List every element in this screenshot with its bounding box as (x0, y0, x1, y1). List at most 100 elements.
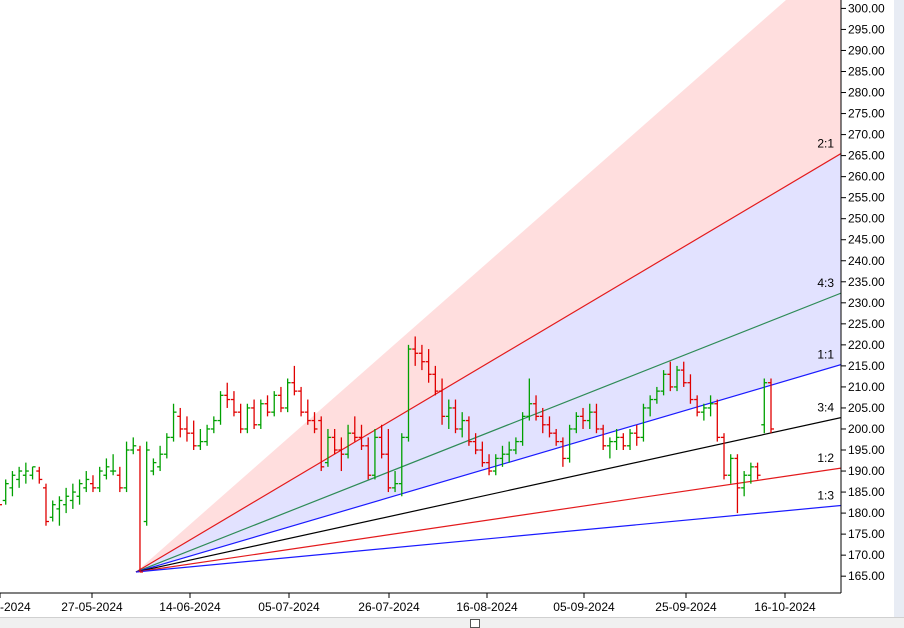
ohlc-bar (42, 483, 49, 526)
fan-line-2-1 (135, 152, 841, 573)
ohlc-bar (694, 395, 701, 417)
y-tick-label: 170.00 (848, 548, 885, 562)
ohlc-bar (747, 462, 754, 484)
ohlc-bar (640, 403, 647, 442)
ohlc-bar (130, 437, 137, 455)
ohlc-bar (230, 391, 237, 417)
ohlc-bar (244, 403, 251, 434)
window-border (894, 0, 904, 617)
ohlc-bar (593, 403, 600, 434)
ohlc-bar (351, 416, 358, 442)
ohlc-bar (358, 424, 365, 451)
ohlc-bar (499, 445, 506, 467)
ohlc-bar (627, 428, 634, 451)
y-tick-label: 165.00 (848, 569, 885, 583)
ohlc-bar (56, 496, 63, 526)
ohlc-bar (190, 420, 197, 451)
ohlc-bar (546, 416, 553, 438)
ohlc-bar (754, 462, 761, 480)
ohlc-bar (727, 454, 734, 484)
ohlc-bar (324, 428, 331, 467)
gann-fan-fills (136, 0, 841, 572)
ohlc-bar (620, 433, 627, 451)
ohlc-bar (69, 483, 76, 509)
ohlc-bar (492, 454, 499, 476)
ohlc-bar (22, 462, 29, 484)
ohlc-bar (110, 454, 117, 476)
fan-label: 1:1 (817, 348, 834, 362)
ohlc-bar (700, 403, 707, 421)
ohlc-bar (425, 349, 432, 383)
ohlc-bar (365, 437, 372, 480)
y-tick-label: 240.00 (848, 254, 885, 268)
ohlc-bar (385, 428, 392, 493)
ohlc-bar (660, 370, 667, 396)
ohlc-bar (613, 428, 620, 451)
x-tick-label: 16-10-2024 (754, 600, 816, 614)
ohlc-bar (116, 466, 123, 493)
x-tick-label: 05-09-2024 (553, 600, 615, 614)
y-tick-label: 290.00 (848, 43, 885, 57)
ohlc-bar (89, 475, 96, 493)
y-tick-label: 230.00 (848, 296, 885, 310)
x-axis-ticks: -2024 27-05-2024 14-06-2024 05-07-2024 26-07… (0, 593, 816, 614)
y-tick-label: 205.00 (848, 401, 885, 415)
ohlc-bar (0, 504, 2, 506)
ohlc-bar (63, 487, 70, 514)
ohlc-bar (512, 437, 519, 455)
ohlc-bar (714, 399, 721, 442)
x-tick-label: 25-09-2024 (655, 600, 717, 614)
y-tick-label: 185.00 (848, 485, 885, 499)
ohlc-bar (580, 407, 587, 429)
ohlc-bar (472, 433, 479, 455)
fan-line-1-3 (135, 504, 841, 573)
ohlc-bar (217, 391, 224, 425)
ohlc-bar (559, 437, 566, 467)
fan-label: 3:4 (817, 401, 834, 415)
ohlc-bar (143, 441, 150, 526)
ohlc-bar (539, 407, 546, 434)
ohlc-bar (16, 466, 23, 488)
y-tick-label: 265.00 (848, 149, 885, 163)
ohlc-bar (291, 365, 298, 396)
ohlc-bar (479, 441, 486, 467)
ohlc-bar (311, 412, 318, 434)
y-tick-label: 180.00 (848, 506, 885, 520)
ohlc-bar (103, 458, 110, 480)
y-tick-label: 250.00 (848, 212, 885, 226)
ohlc-bar (136, 445, 143, 573)
ohlc-bar (224, 382, 231, 408)
horizontal-scrollbar[interactable] (0, 617, 904, 628)
y-tick-label: 260.00 (848, 170, 885, 184)
ohlc-bar (405, 344, 412, 442)
ohlc-bar (445, 399, 452, 429)
ohlc-bar (761, 378, 768, 434)
ohlc-bar (432, 365, 439, 396)
fan-line-1-2 (135, 467, 841, 573)
ohlc-bar (83, 471, 90, 493)
ohlc-bar (526, 378, 533, 421)
ohlc-bar (177, 407, 184, 438)
x-tick-label: 05-07-2024 (258, 600, 320, 614)
ohlc-bar (96, 466, 103, 493)
ohlc-bar (486, 454, 493, 476)
ohlc-bar (277, 386, 284, 413)
ohlc-bar (49, 500, 56, 522)
ohlc-bar (653, 386, 660, 404)
ohlc-bar (667, 361, 674, 392)
ohlc-bar (506, 441, 513, 463)
ohlc-bar (398, 433, 405, 497)
ohlc-bar (674, 365, 681, 392)
y-tick-label: 210.00 (848, 380, 885, 394)
ohlc-bar (606, 437, 613, 459)
ohlc-bar (123, 441, 130, 493)
y-tick-label: 300.00 (848, 1, 885, 15)
ohlc-bar (9, 471, 16, 497)
ohlc-bar (345, 424, 352, 459)
ohlc-bar (183, 416, 190, 442)
ohlc-bar (533, 395, 540, 421)
y-axis-ticks: 165.00 170.00 175.00 180.00 185.00 190.00 195.… (841, 1, 885, 583)
fan-label: 1:3 (817, 489, 834, 503)
ohlc-bar (36, 466, 43, 484)
ohlc-bar (680, 361, 687, 387)
